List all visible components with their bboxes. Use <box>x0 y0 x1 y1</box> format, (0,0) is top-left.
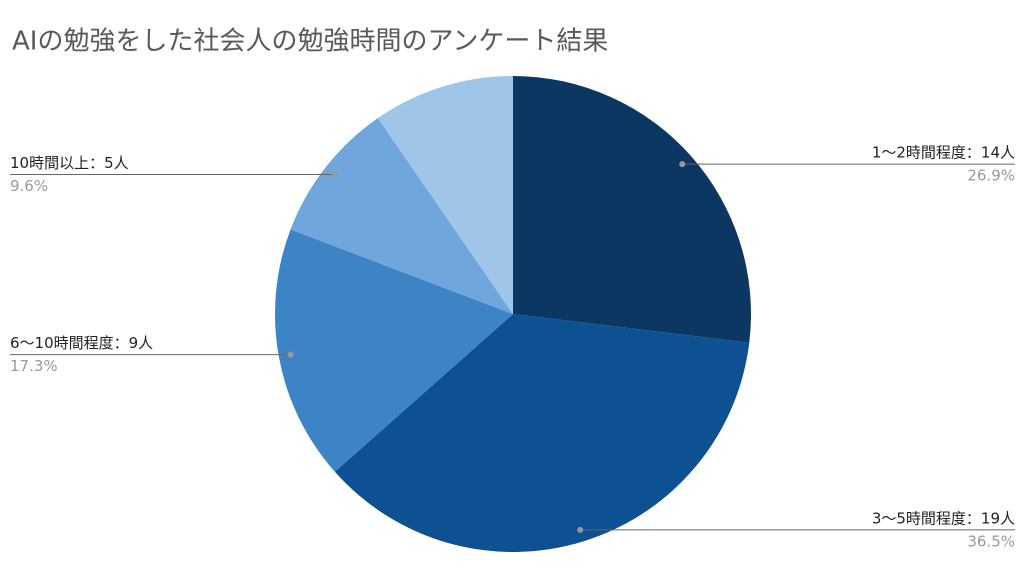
slice-percent: 9.6% <box>10 177 48 195</box>
leader-dot <box>679 161 686 168</box>
slice-percent: 17.3% <box>10 357 58 375</box>
slice-percent: 36.5% <box>967 532 1015 550</box>
slice-label: 6〜10時間程度：9人 <box>10 334 153 352</box>
leader-dot <box>577 526 584 533</box>
pie-slice <box>334 314 750 552</box>
pie-slice <box>275 229 513 472</box>
slice-percent: 26.9% <box>967 167 1015 185</box>
slice-label: 10時間以上：5人 <box>10 154 129 172</box>
slice-label: 1〜2時間程度：14人 <box>872 144 1015 162</box>
pie-slice <box>513 76 751 343</box>
slice-label: 3〜5時間程度：19人 <box>872 509 1015 527</box>
leader-dot <box>332 171 339 178</box>
leader-dot <box>287 351 294 358</box>
chart-title: AIの勉強をした社会人の勉強時間のアンケート結果 <box>12 27 608 57</box>
pie-slice <box>377 76 513 314</box>
pie-slice <box>290 118 513 314</box>
